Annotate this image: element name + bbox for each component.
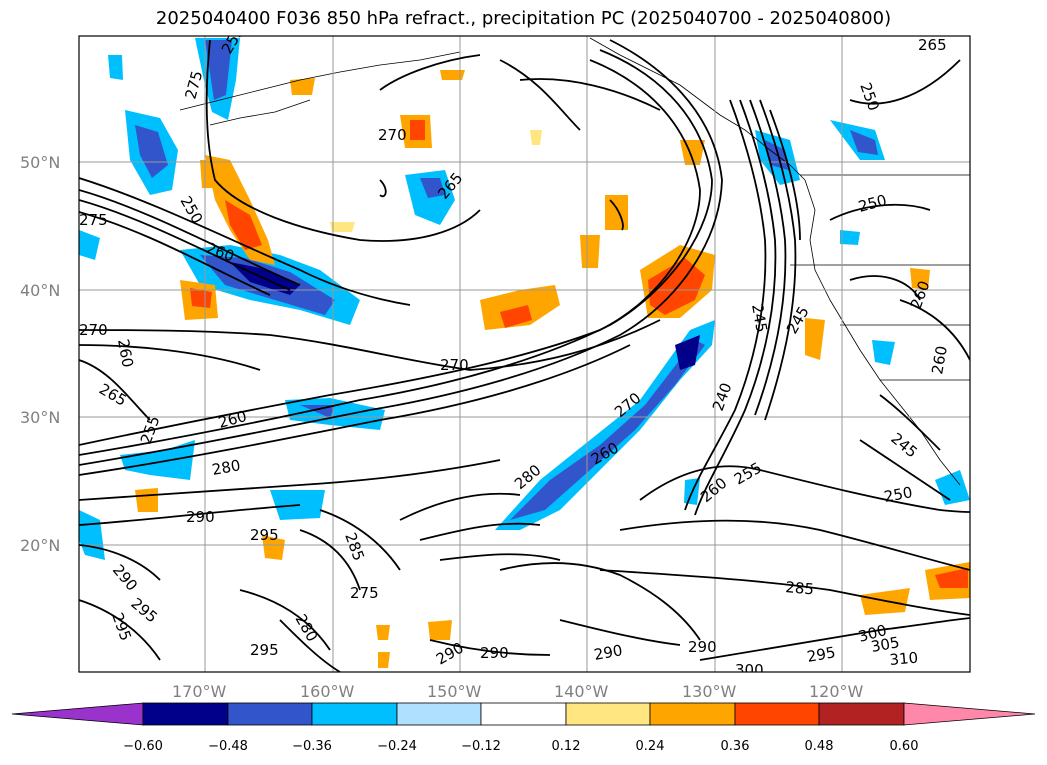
colorbar-tick: −0.24 (377, 739, 417, 754)
graticule (79, 36, 970, 672)
contour-label: 285 (785, 578, 815, 598)
contour-label: 290 (480, 644, 509, 662)
plot-frame (78, 35, 971, 673)
contour-label: 295 (806, 643, 837, 666)
colorbar-extend-max (903, 702, 1036, 726)
contour-label: 290 (186, 508, 215, 526)
contour-label: 260 (114, 338, 137, 369)
lat-label-30n: 30°N (20, 408, 60, 427)
refractivity-contours (79, 39, 970, 672)
contour-label: 250 (883, 483, 914, 506)
lon-label-130w: 130°W (682, 682, 737, 701)
colorbar-tick: 0.60 (890, 739, 919, 754)
colorbar-tick: 0.36 (721, 739, 750, 754)
coastlines (179, 37, 970, 486)
contour-label: 300 (735, 661, 764, 679)
latitude-labels: 50°N 40°N 30°N 20°N (20, 153, 60, 555)
lat-label-50n: 50°N (20, 153, 60, 172)
lon-label-120w: 120°W (809, 682, 864, 701)
contour-label: 295 (250, 641, 279, 659)
lon-label-150w: 150°W (427, 682, 482, 701)
map-title: 2025040400 F036 850 hPa refract., precip… (155, 8, 892, 29)
contour-label: 270 (440, 356, 469, 374)
contour-label: 295 (250, 526, 279, 544)
contour-label: 245 (748, 303, 771, 334)
lon-label-170w: 170°W (172, 682, 227, 701)
lon-label-140w: 140°W (554, 682, 609, 701)
contour-label: 270 (79, 321, 108, 339)
colorbar-segment (396, 702, 482, 726)
lon-label-160w: 160°W (300, 682, 355, 701)
colorbar-segment (565, 702, 651, 726)
colorbar-tick: −0.60 (123, 739, 163, 754)
colorbar (11, 702, 1036, 726)
colorbar-segment (734, 702, 820, 726)
precip-positive-shading (135, 70, 970, 668)
contour-label: 290 (688, 638, 717, 656)
colorbar-tick: −0.36 (292, 739, 332, 754)
contour-label: 280 (211, 456, 242, 479)
colorbar-tick: 0.48 (805, 739, 834, 754)
contour-label: 310 (889, 649, 919, 669)
lat-label-20n: 20°N (20, 536, 60, 555)
colorbar-segment (227, 702, 313, 726)
contour-label: 275 (79, 211, 108, 229)
contour-label: 260 (928, 344, 951, 375)
contour-label: 290 (593, 641, 624, 664)
colorbar-segment (649, 702, 736, 726)
contour-label: 270 (378, 126, 407, 144)
colorbar-tick: −0.12 (461, 739, 501, 754)
lat-label-40n: 40°N (20, 281, 60, 300)
colorbar-tick-labels: −0.60 −0.48 −0.36 −0.24 −0.12 0.12 0.24 … (123, 739, 918, 754)
colorbar-segment (480, 702, 567, 726)
colorbar-segment (818, 702, 905, 726)
contour-label: 275 (350, 584, 379, 602)
contour-label: 305 (870, 633, 901, 656)
longitude-labels: 170°W 160°W 150°W 140°W 130°W 120°W (172, 682, 864, 701)
colorbar-tick: 0.24 (636, 739, 665, 754)
colorbar-segment (311, 702, 398, 726)
colorbar-tick: −0.48 (208, 739, 248, 754)
contour-label: 265 (918, 36, 947, 54)
colorbar-extend-min (11, 702, 144, 726)
colorbar-tick: 0.12 (552, 739, 581, 754)
colorbar-segment (142, 702, 229, 726)
